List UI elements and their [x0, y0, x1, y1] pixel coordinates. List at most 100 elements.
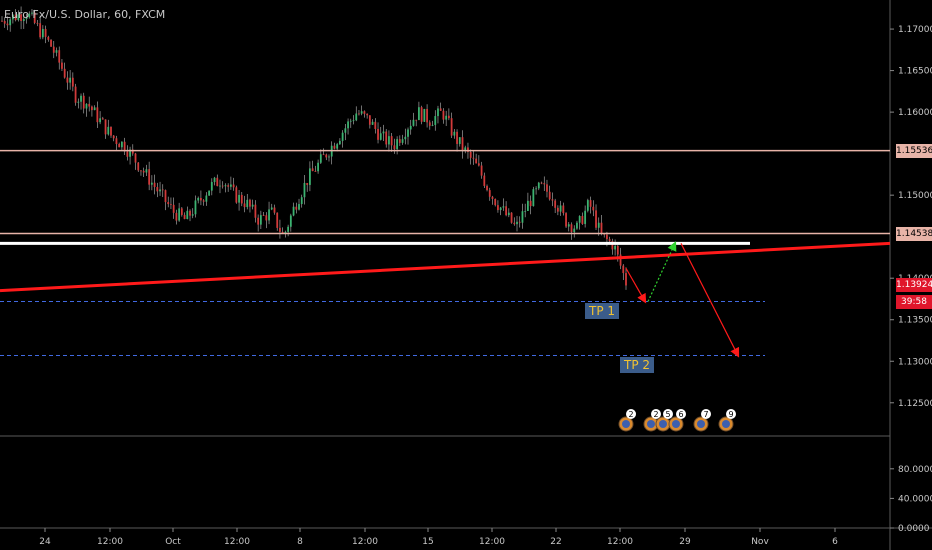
candle-body: [115, 138, 118, 144]
candle-body: [284, 231, 287, 234]
time-tick-label: 8: [297, 537, 303, 547]
candle-body: [213, 177, 216, 183]
candle-body: [137, 162, 140, 171]
candle-body: [268, 209, 270, 221]
event-count-label: 2: [628, 410, 633, 419]
candle-body: [265, 215, 268, 221]
candle-body: [622, 265, 625, 274]
candle-body: [194, 200, 197, 215]
candle-body: [625, 273, 627, 286]
candle-body: [63, 68, 66, 78]
candle-body: [328, 156, 330, 158]
candle-body: [437, 108, 439, 117]
candle-body: [551, 199, 554, 201]
candle-body: [589, 200, 592, 207]
candle-body: [322, 154, 325, 156]
candle-body: [52, 46, 55, 53]
event-count-label: 9: [728, 410, 733, 419]
candle-body: [33, 12, 36, 23]
event-count-badge: [626, 409, 636, 419]
candle-body: [287, 226, 290, 232]
price-tick-label: 1.16000: [898, 108, 932, 118]
candle-body: [341, 132, 344, 141]
candle-body: [619, 254, 622, 266]
candle-body: [472, 157, 475, 159]
arrows-layer: [625, 241, 740, 358]
candle-body: [396, 139, 399, 150]
candle-body: [61, 62, 63, 69]
candle-body: [458, 137, 461, 144]
candle-body: [232, 184, 235, 188]
candle-body: [270, 207, 273, 210]
candle-body: [453, 131, 456, 136]
candle-body: [431, 124, 434, 126]
candle-body: [159, 189, 161, 192]
candle-body: [118, 143, 121, 148]
candle-body: [238, 194, 240, 203]
chart-title: Euro Fx/U.S. Dollar, 60, FXCM: [4, 8, 166, 21]
candle-body: [477, 163, 480, 166]
candle-body: [262, 215, 265, 216]
candle-body: [189, 210, 191, 216]
candle-body: [502, 206, 505, 208]
candle-body: [240, 194, 243, 204]
candle-body: [570, 224, 573, 233]
candle-body: [595, 210, 597, 228]
candle-body: [527, 200, 529, 211]
candle-body: [573, 228, 576, 233]
candle-body: [175, 212, 178, 221]
candle-body: [371, 121, 374, 125]
candle-body: [219, 185, 221, 187]
candle-body: [562, 205, 565, 214]
candle-body: [246, 199, 249, 208]
candle-body: [39, 23, 42, 38]
candle-body: [592, 206, 595, 211]
candle-body: [85, 103, 88, 109]
candle-body: [161, 189, 164, 191]
candle-body: [567, 224, 570, 227]
price-tick-label: 1.13000: [898, 357, 932, 367]
candle-body: [9, 19, 12, 26]
candle-body: [80, 95, 82, 102]
candle-body: [616, 245, 619, 255]
candle-body: [368, 115, 371, 125]
candle-body: [77, 101, 80, 103]
current-price-tag: 1.13924: [896, 277, 932, 292]
candle-body: [325, 154, 328, 158]
target-label-1: TP 1: [585, 303, 620, 320]
candle-body: [110, 126, 112, 136]
candle-body: [469, 151, 472, 158]
candle-body: [355, 113, 358, 121]
candle-body: [488, 190, 491, 197]
candle-body: [183, 214, 186, 220]
candle-body: [521, 211, 524, 223]
candle-body: [93, 107, 96, 111]
candle-body: [510, 212, 513, 223]
time-tick-label: 12:00: [607, 537, 633, 547]
candle-body: [407, 129, 409, 137]
candle-body: [254, 204, 257, 218]
candle-body: [1, 20, 3, 22]
candle-body: [55, 50, 58, 53]
event-count-badge: [701, 409, 711, 419]
candle-body: [229, 184, 232, 187]
candle-body: [249, 199, 251, 207]
candle-body: [543, 183, 546, 185]
candle-body: [529, 200, 532, 207]
candle-body: [442, 110, 445, 120]
candle-body: [31, 12, 33, 14]
candle-body: [25, 17, 28, 20]
candle-body: [426, 108, 428, 123]
candle-body: [352, 120, 355, 122]
candle-body: [289, 215, 292, 227]
candle-body: [584, 210, 587, 224]
time-tick-label: 12:00: [224, 537, 250, 547]
volume-tick-label: 80.0000: [898, 465, 932, 475]
candle-body: [180, 208, 183, 215]
candle-body: [586, 200, 589, 211]
event-flag-inner: [622, 420, 630, 428]
event-flag-inner: [647, 420, 655, 428]
candle-body: [393, 145, 396, 150]
candle-body: [178, 208, 181, 221]
